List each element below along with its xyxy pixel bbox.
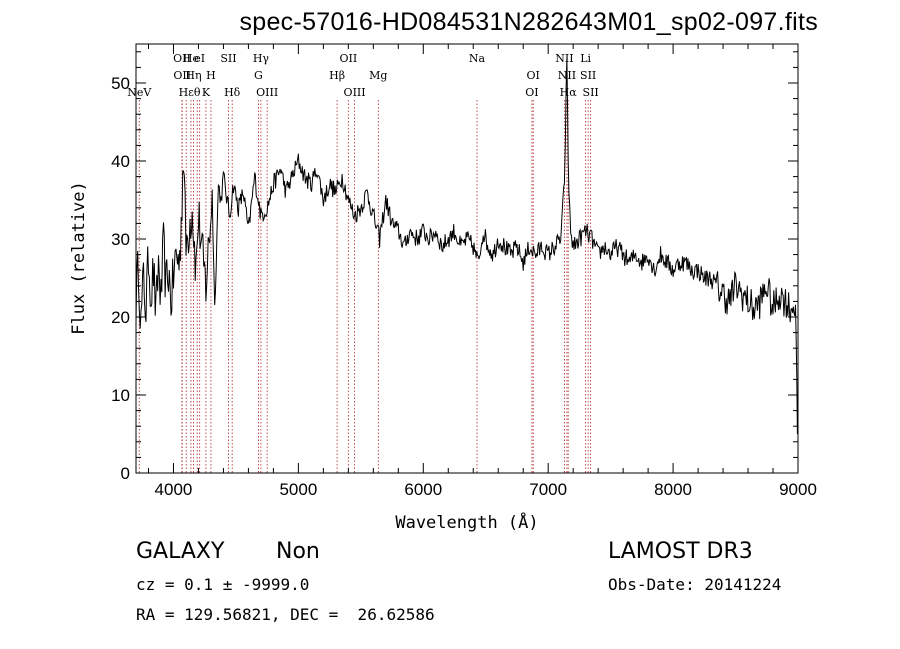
emission-line-label: OII bbox=[173, 52, 191, 65]
emission-line-label: NeV bbox=[127, 86, 152, 99]
emission-line-label: Li bbox=[580, 52, 591, 65]
emission-line-label: Hα bbox=[560, 86, 578, 99]
emission-line-label: OII bbox=[173, 69, 191, 82]
emission-line-label: K bbox=[202, 86, 211, 99]
plot-frame bbox=[135, 43, 799, 474]
emission-line-labels: NeV OII OII Hε He Hη θ eI KH SII Hδ Hγ G OIII Hβ OII OII… bbox=[127, 52, 599, 99]
emission-line-label: He bbox=[183, 52, 199, 65]
x-tick-label: 9000 bbox=[779, 480, 817, 499]
series-layer bbox=[135, 57, 798, 435]
x-tick-label: 6000 bbox=[404, 480, 442, 499]
spectrum-line bbox=[135, 57, 798, 435]
emission-line-label: Hγ bbox=[253, 52, 270, 65]
emission-line-label: Mg bbox=[369, 69, 387, 82]
emission-line-label: NII bbox=[555, 52, 573, 65]
tick-labels: 4000 5000 6000 7000 8000 9000 0 10 20 30 40 50 bbox=[111, 74, 817, 499]
y-tick-label: 20 bbox=[111, 308, 130, 327]
x-tick-label: 5000 bbox=[279, 480, 317, 499]
emission-line-label: SII bbox=[220, 52, 236, 65]
emission-line-label: OIII bbox=[344, 86, 366, 99]
emission-line-label: SII bbox=[583, 86, 599, 99]
x-tick-label: 7000 bbox=[529, 480, 567, 499]
class-label: GALAXY bbox=[136, 539, 225, 564]
x-axis-label: Wavelength (Å) bbox=[395, 511, 538, 533]
emission-line-label: Hε bbox=[179, 86, 195, 99]
emission-line-label: θ bbox=[194, 86, 201, 99]
emission-line-label: OI bbox=[527, 69, 540, 82]
emission-line-label: OI bbox=[525, 86, 538, 99]
x-tick-label: 4000 bbox=[155, 480, 193, 499]
cz-label: cz = 0.1 ± -9999.0 bbox=[136, 575, 310, 594]
emission-line-label: OII bbox=[339, 52, 357, 65]
emission-line-label: Hη bbox=[185, 69, 201, 82]
obs-date-label: Obs-Date: 20141224 bbox=[608, 575, 782, 594]
emission-line-label: Hβ bbox=[329, 69, 345, 82]
emission-line-label: G bbox=[254, 69, 263, 82]
emission-line-markers bbox=[138, 100, 592, 473]
y-tick-label: 0 bbox=[121, 464, 130, 483]
emission-line-label: eI bbox=[194, 52, 205, 65]
y-tick-label: 10 bbox=[111, 386, 130, 405]
chart-title: spec-57016-HD084531N282643M01_sp02-097.f… bbox=[239, 8, 818, 36]
emission-line-label: SII bbox=[580, 69, 596, 82]
y-tick-label: 50 bbox=[111, 74, 130, 93]
emission-line-label: Hδ bbox=[224, 86, 241, 99]
subclass-label: Non bbox=[276, 539, 320, 564]
axes bbox=[135, 43, 799, 474]
x-tick-label: 8000 bbox=[654, 480, 692, 499]
emission-line-label: H bbox=[206, 69, 216, 82]
survey-label: LAMOST DR3 bbox=[608, 539, 753, 564]
y-tick-label: 30 bbox=[111, 230, 130, 249]
y-tick-label: 40 bbox=[111, 152, 130, 171]
emission-line-label: Na bbox=[469, 52, 486, 65]
emission-line-label: OIII bbox=[256, 86, 278, 99]
radec-label: RA = 129.56821, DEC = 26.62586 bbox=[136, 605, 435, 624]
y-axis-label: Flux (relative) bbox=[69, 181, 89, 335]
